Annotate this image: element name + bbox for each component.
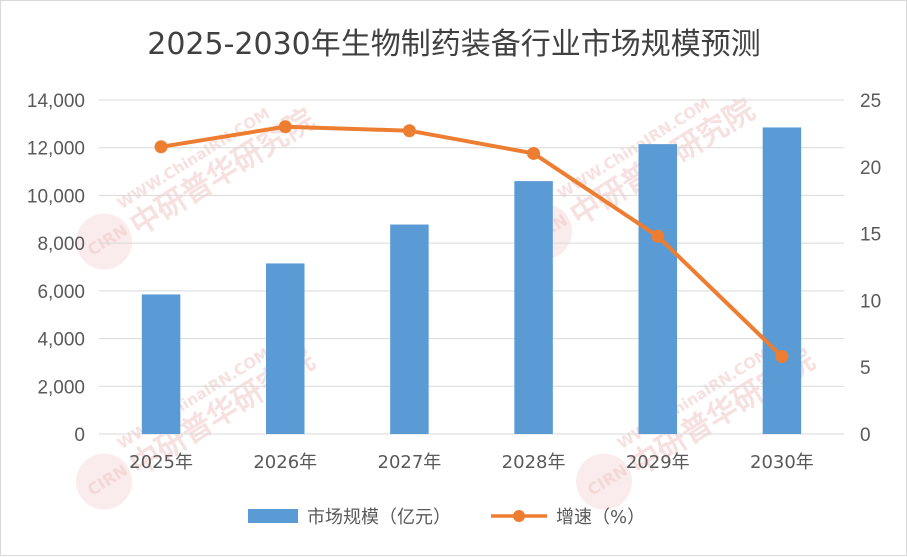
category-label: 2028年: [502, 452, 566, 473]
line-point: [278, 120, 292, 134]
legend-bar-label: 市场规模（亿元）: [307, 507, 451, 528]
legend-line-label: 增速（%）: [556, 507, 645, 528]
left-tick-label: 12,000: [27, 139, 85, 160]
category-label: 2025年: [129, 452, 193, 473]
watermark-logo-circle: [76, 213, 133, 270]
category-label: 2026年: [253, 452, 317, 473]
bar-series: [141, 127, 802, 434]
growth-line: [159, 124, 784, 359]
category-labels: 2025年 2026年 2027年 2028年 2029年 2030年: [129, 452, 814, 473]
line-point: [527, 146, 541, 160]
line-point: [651, 229, 665, 243]
bar: [390, 224, 429, 434]
right-axis-ticks: 0 5 10 15 20 25: [860, 91, 881, 446]
gridlines: [99, 99, 844, 435]
legend-bar-swatch: [248, 509, 298, 523]
category-label: 2030年: [750, 452, 814, 473]
line-point: [402, 124, 416, 138]
bar: [762, 127, 802, 434]
bar: [266, 263, 305, 434]
right-tick-label: 20: [860, 158, 881, 179]
left-axis-ticks: 0 2,000 4,000 6,000 8,000 10,000 12,000 14,000: [27, 91, 85, 446]
category-label: 2029年: [626, 452, 690, 473]
left-tick-label: 10,000: [27, 186, 85, 207]
legend-line-marker: [513, 510, 525, 522]
line-point: [154, 140, 168, 154]
right-tick-label: 5: [860, 358, 871, 379]
chart-title: 2025-2030年生物制药装备行业市场规模预测: [147, 27, 761, 62]
bar: [638, 144, 677, 434]
bar: [514, 181, 553, 434]
right-tick-label: 10: [860, 291, 881, 312]
left-tick-label: 14,000: [27, 91, 85, 112]
left-tick-label: 8,000: [37, 234, 85, 255]
left-tick-label: 4,000: [37, 330, 85, 351]
right-tick-label: 15: [860, 225, 881, 246]
line-series: [154, 120, 789, 364]
left-tick-label: 0: [74, 425, 85, 446]
left-tick-label: 2,000: [37, 377, 85, 398]
bar: [141, 294, 181, 434]
right-tick-label: 25: [860, 91, 881, 112]
watermark-logo-circle: [76, 453, 133, 510]
legend: 市场规模（亿元） 增速（%）: [248, 507, 645, 528]
category-label: 2027年: [378, 452, 442, 473]
line-point: [775, 350, 789, 364]
right-tick-label: 0: [860, 425, 871, 446]
watermark-logo-circle: [576, 453, 633, 510]
left-tick-label: 6,000: [37, 282, 85, 303]
